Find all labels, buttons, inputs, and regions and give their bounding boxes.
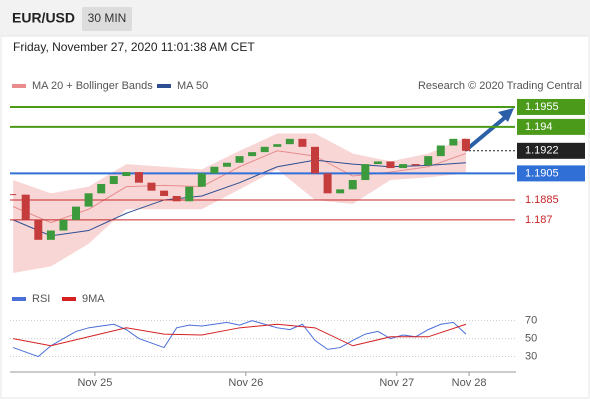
legend-label: RSI <box>32 293 50 305</box>
candle <box>134 172 143 183</box>
timestamp: Friday, November 27, 2020 11:01:38 AM CE… <box>13 40 255 54</box>
x-tick-label: Nov 28 <box>452 377 487 389</box>
level-box <box>517 165 585 182</box>
y-tick-label: 70 <box>525 315 537 327</box>
candle <box>97 184 106 194</box>
trend-arrow <box>464 113 510 152</box>
legend-swatch <box>12 297 26 301</box>
candle <box>84 193 93 207</box>
level-box <box>517 118 585 135</box>
x-tick-label: Nov 26 <box>228 377 263 389</box>
candle <box>72 206 81 220</box>
level-box <box>517 98 585 115</box>
y-tick-label: 50 <box>525 332 537 344</box>
candle <box>311 146 320 174</box>
candle <box>109 176 118 185</box>
candle <box>449 138 458 146</box>
x-tick-label: Nov 25 <box>77 377 112 389</box>
indicator-line <box>12 320 467 358</box>
candle <box>285 138 294 145</box>
candle <box>348 180 357 190</box>
candle <box>411 164 420 166</box>
candle <box>424 156 433 166</box>
candle <box>260 146 269 153</box>
indicator-line <box>13 323 467 347</box>
candle <box>298 138 307 147</box>
legend-label: MA 20 + Bollinger Bands <box>32 80 153 92</box>
legend-label: 9MA <box>82 293 105 305</box>
level-box <box>517 142 585 159</box>
legend-swatch <box>157 84 171 88</box>
candle <box>235 156 244 163</box>
candle <box>436 145 445 157</box>
x-tick-label: Nov 27 <box>379 377 414 389</box>
y-tick-label: 30 <box>525 350 537 362</box>
credit: Research © 2020 Trading Central <box>418 80 582 92</box>
candle <box>21 194 30 220</box>
ma20-line <box>12 150 467 224</box>
bollinger-band <box>13 133 466 274</box>
arrow-head <box>498 108 514 122</box>
candle <box>46 230 55 240</box>
candle <box>197 173 206 187</box>
interval-button[interactable] <box>82 7 132 31</box>
candle <box>361 164 370 181</box>
candle <box>160 190 169 196</box>
candle <box>172 195 181 202</box>
level-label: 1.187 <box>525 214 553 226</box>
frame <box>0 35 590 399</box>
level-label: 1.1885 <box>525 194 559 206</box>
candle <box>336 189 345 194</box>
candle <box>147 182 156 191</box>
interval[interactable]: 30 MIN <box>88 11 127 25</box>
candle <box>386 161 395 169</box>
level-label: 1.1905 <box>525 167 559 179</box>
candle <box>122 172 131 177</box>
candle <box>399 164 408 169</box>
level-label: 1.1922 <box>525 145 559 157</box>
legend-label: MA 50 <box>177 80 208 92</box>
candle <box>59 219 68 231</box>
candle <box>461 138 470 151</box>
symbol: EUR/USD <box>12 10 75 26</box>
legend-swatch <box>12 84 26 88</box>
candle <box>273 144 282 147</box>
legend-swatch <box>62 297 76 301</box>
level-label: 1.1955 <box>525 101 559 113</box>
candle <box>222 162 231 167</box>
candle <box>323 173 332 194</box>
candle <box>34 219 43 240</box>
candle <box>373 161 382 165</box>
candle <box>185 186 194 202</box>
level-label: 1.194 <box>525 121 553 133</box>
candle <box>248 152 257 157</box>
candle <box>210 166 219 174</box>
